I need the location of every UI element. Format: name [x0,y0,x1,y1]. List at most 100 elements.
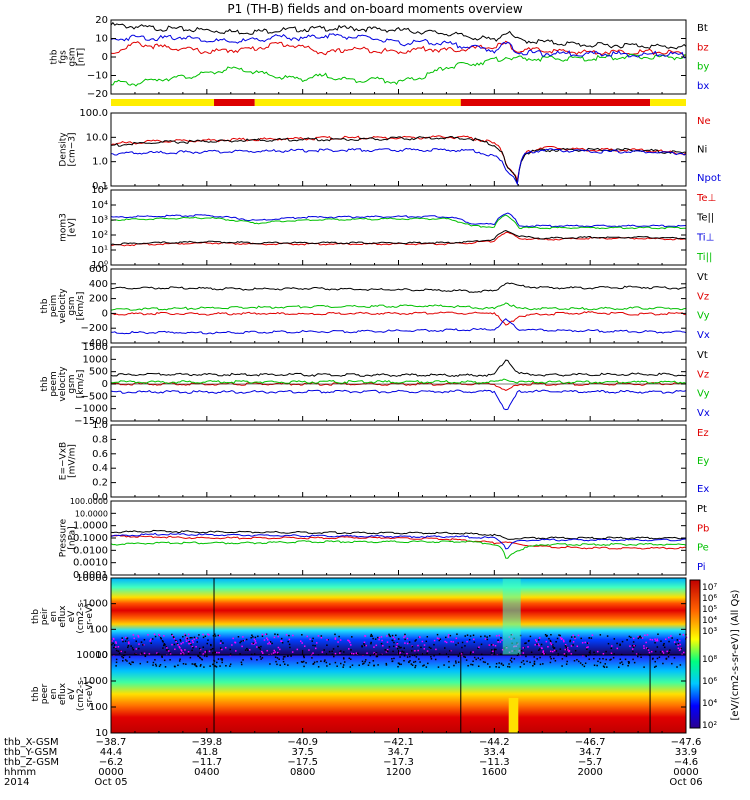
spectrogram-pixel [171,633,173,636]
y-tick-label: 0.1000 [73,533,108,544]
bottom-axis-value: 33.4 [483,747,505,758]
spectrogram-pixel [207,639,209,641]
spectrogram-pixel [602,657,604,660]
spectrogram-pixel [213,633,216,635]
spectrogram-pixel [159,636,162,639]
spectrogram-pixel [214,665,217,667]
spectrogram-pixel [375,652,378,654]
spectrogram-pixel [619,662,621,664]
spectrogram-pixel [303,665,305,668]
spectrogram-pixel [637,655,639,658]
spectrogram-pixel [253,638,256,641]
y-tick-label: 0 [102,379,108,390]
spectrogram-pixel [510,657,513,659]
spectrogram-pixel [559,634,561,637]
spectrogram-pixel [498,634,500,637]
y-tick-label: 1.0000 [73,521,108,532]
spectrogram-pixel [287,655,289,657]
spectrogram-pixel [430,658,433,660]
spectrogram-pixel [350,652,353,655]
spectrogram-pixel [668,636,670,639]
spectrogram-pixel [398,645,400,648]
spectrogram-pixel [653,666,656,668]
spectrogram-pixel [366,652,368,654]
spectrogram-pixel [539,663,542,666]
spectrogram-pixel [678,649,681,652]
bottom-axis-value: −39.8 [192,737,223,748]
y-tick-label: −20 [87,89,108,100]
spectrogram-pixel [235,650,237,652]
spectrogram-pixel [276,633,279,636]
spectrogram-pixel [658,656,661,658]
spectrogram-pixel [220,658,222,660]
spectrogram-pixel [120,650,122,653]
legend-entry: Pb [697,523,709,534]
y-axis-label-line: thb [50,49,60,64]
spectrogram-pixel [549,656,552,658]
spectrogram-pixel [160,637,163,640]
y-axis-label-line: gsm [67,296,77,315]
spectrogram-pixel [540,643,543,646]
y-axis-label-line: [nT] [77,48,87,66]
spectrogram-pixel [156,652,158,654]
spectrogram-pixel [404,635,406,637]
spectrogram-pixel [473,641,476,643]
series-line-temp-Te⊥ [110,231,687,247]
spectrogram-pixel [224,646,227,649]
spectrogram-pixel [189,636,192,639]
spectrogram-pixel [311,640,313,642]
spectrogram-pixel [241,645,243,648]
spectrogram-pixel [245,638,248,641]
spectrogram-pixel [169,652,171,654]
spectrogram-pixel [679,664,682,666]
spectrogram-pixel [612,657,615,659]
spectrogram-pixel [434,658,437,661]
spectrogram-pixel [683,651,685,654]
spectrogram-pixel [490,652,493,654]
spectrogram-pixel [254,636,257,639]
spectrogram-pixel [629,645,631,647]
spectrogram-pixel [420,646,422,649]
spectrogram-pixel [135,653,137,656]
spectrogram-pixel [400,646,402,649]
spectrogram-pixel [455,637,458,640]
spectrogram-pixel [380,636,383,638]
spectrogram-pixel [144,655,147,657]
spectrogram-pixel [139,662,142,665]
spectrogram-pixel [340,662,342,665]
y-tick-label: 10⁰ [91,260,108,271]
bottom-axis-value: −17.5 [287,757,318,768]
spectrogram-pixel [550,633,552,636]
spectrogram-pixel [363,662,365,665]
spectrogram-pixel [284,663,286,665]
spectrogram-pixel [254,640,257,642]
spectrogram-pixel [557,653,560,655]
spectrogram-pixel [673,657,676,659]
spectrogram-pixel [242,659,244,661]
spectrogram-pixel [679,648,682,651]
spectrogram-pixel [477,657,480,659]
spectrogram-pixel [222,642,224,644]
spectrogram-pixel [584,641,586,644]
spectrogram-pixel [216,651,218,654]
spectrogram-pixel [547,646,549,648]
spectrogram-pixel [558,634,560,636]
spectrogram-pixel [391,658,393,660]
spectrogram-pixel [261,633,264,636]
spectrogram-pixel [385,651,388,653]
spectrogram-pixel [550,643,553,646]
spectrogram-pixel [194,663,196,666]
spectrogram-pixel [499,641,502,643]
spectrogram-pixel [533,660,536,663]
spectrogram-pixel [173,665,176,668]
legend-entry: Vz [697,369,709,380]
mode-bar-segment [650,99,686,106]
spectrogram-pixel [640,637,642,639]
bottom-axis-value: −40.9 [287,737,318,748]
bottom-axis-value: 37.5 [292,747,314,758]
y-axis-label-line: thb [40,376,50,391]
spectrogram-pixel [175,640,177,643]
spectrogram-pixel [455,662,457,664]
spectrogram-pixel [316,642,318,644]
spectrogram-pixel [211,647,214,650]
